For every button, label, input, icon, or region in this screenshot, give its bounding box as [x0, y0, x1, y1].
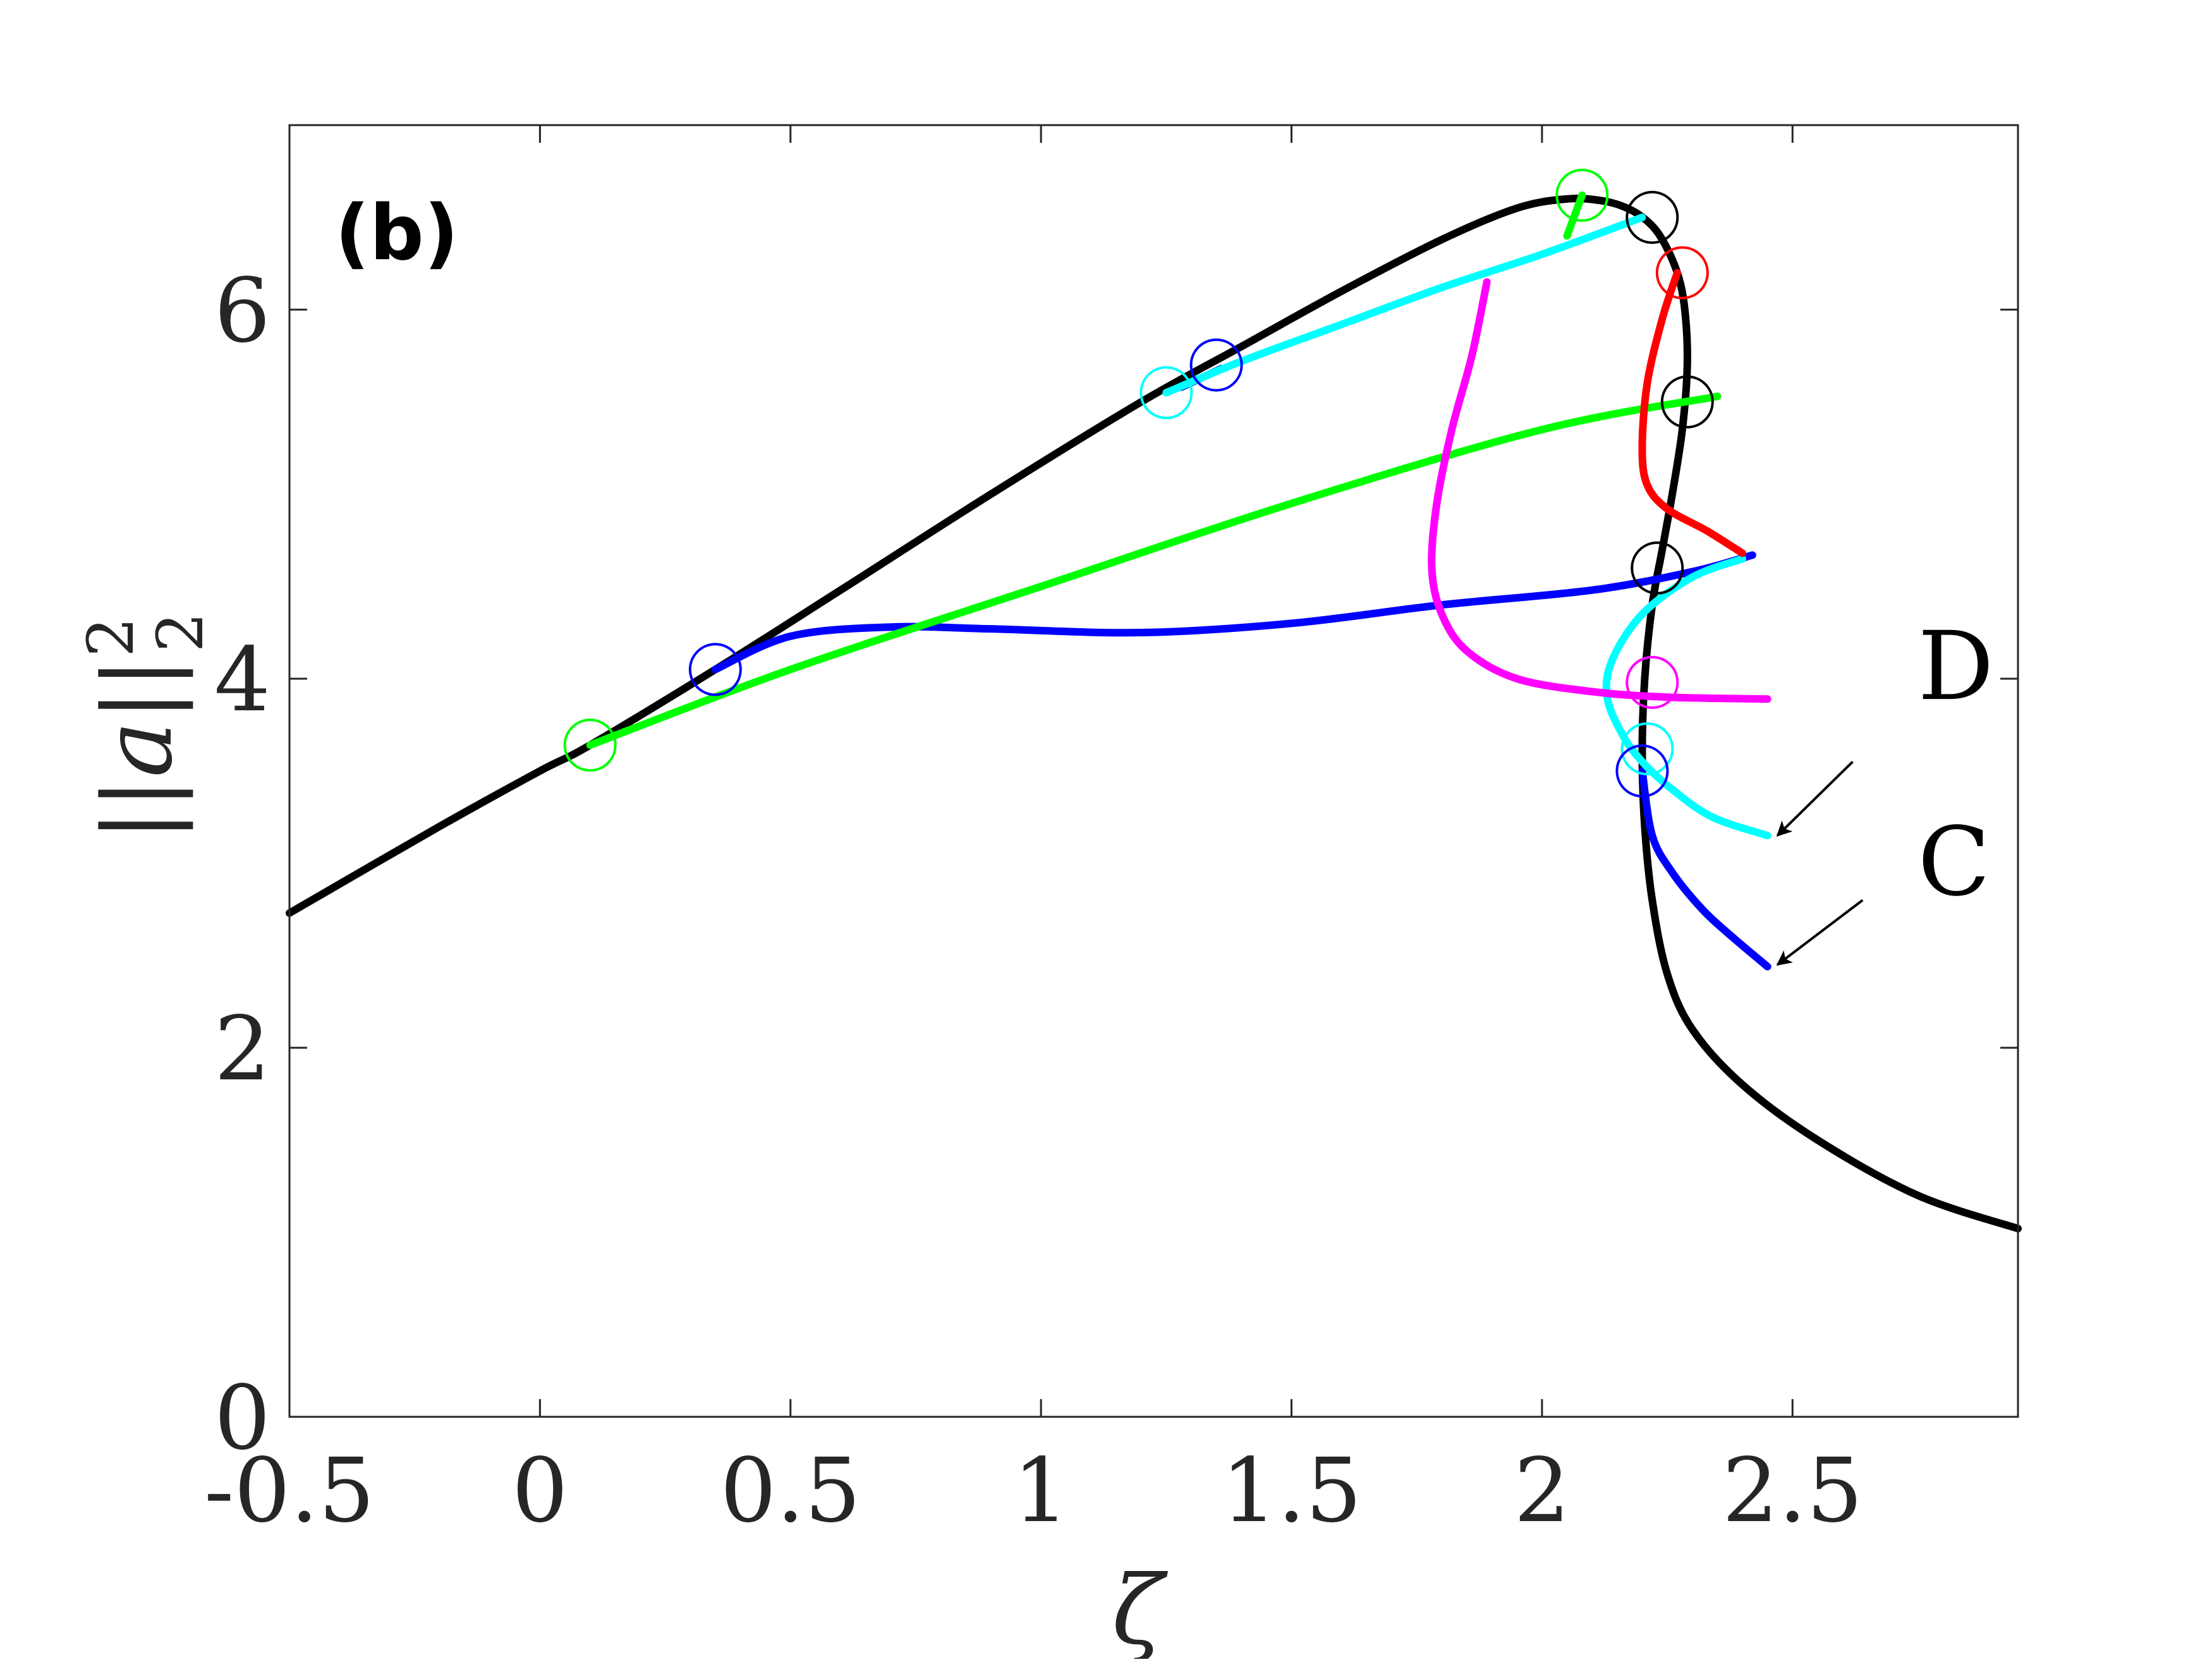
x-tick-label: 2.5 — [1722, 1440, 1863, 1543]
y-axis-label-sub: 2 — [143, 612, 217, 653]
annotation-arrow — [1776, 899, 1864, 966]
green-branch-curve — [586, 392, 1722, 749]
magenta-bifurcation-marker — [1626, 655, 1679, 709]
annotation-label: D — [1917, 612, 1993, 722]
axes-box — [288, 124, 2019, 1418]
green-bifurcation-marker — [563, 719, 617, 772]
red-bifurcation-marker — [1655, 246, 1709, 300]
y-axis-label-main: ||a|| — [83, 657, 193, 842]
cyan-bifurcation-marker — [1139, 366, 1193, 420]
blue-branch-curve — [1638, 767, 1771, 971]
black-branch-curve — [286, 195, 2022, 1233]
x-tick-label: -0.5 — [204, 1440, 375, 1543]
annotation-layer: DC — [1776, 612, 1994, 966]
blue-bifurcation-marker — [1615, 744, 1669, 798]
black-bifurcation-marker — [1631, 541, 1684, 595]
panel-label: (b) — [335, 190, 459, 277]
y-axis-label-sup: 2 — [74, 617, 148, 657]
x-tick-label: 0.5 — [720, 1440, 861, 1543]
green-branch-curve — [1563, 191, 1586, 240]
x-axis-label: ζ — [1112, 1556, 1168, 1659]
series-layer — [286, 191, 2022, 1233]
x-tick-label: 1.5 — [1221, 1440, 1362, 1543]
y-axis-label: ||a||22 — [74, 612, 217, 842]
x-tick-label: 2 — [1514, 1440, 1570, 1543]
blue-branch-curve — [711, 551, 1756, 674]
x-tick-label: 0 — [512, 1440, 568, 1543]
y-tick-label: 0 — [214, 1367, 270, 1470]
x-tick-label: 1 — [1013, 1440, 1069, 1543]
marker-layer — [563, 168, 1714, 798]
red-branch-curve — [1638, 269, 1746, 557]
black-bifurcation-marker — [1626, 191, 1679, 244]
annotation-label: C — [1917, 808, 1990, 918]
svg-text:||a||22: ||a||22 — [74, 612, 217, 842]
black-bifurcation-marker — [1660, 375, 1714, 428]
y-tick-label: 2 — [214, 998, 270, 1101]
magenta-branch-curve — [1428, 278, 1771, 703]
y-tick-label: 6 — [214, 260, 270, 363]
cyan-branch-curve — [1162, 214, 1646, 397]
blue-bifurcation-marker — [688, 643, 742, 696]
y-tick-label: 4 — [214, 629, 270, 732]
green-bifurcation-marker — [1555, 168, 1609, 222]
annotation-arrow — [1776, 760, 1854, 837]
blue-bifurcation-marker — [1189, 338, 1243, 392]
cyan-bifurcation-marker — [1620, 722, 1674, 775]
